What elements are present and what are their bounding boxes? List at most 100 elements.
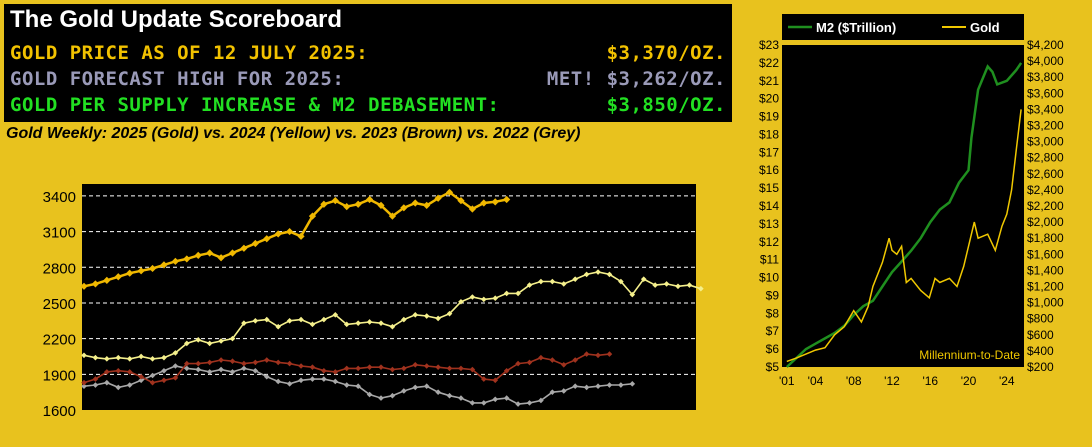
y-right-tick-label: $4,000 [1027,54,1064,68]
data-point-2025 [503,195,511,204]
data-point-2022 [423,383,430,390]
data-point-2025 [183,255,191,263]
data-point-2022 [458,395,464,401]
data-point-2024 [698,285,704,292]
data-point-2023 [492,377,499,384]
data-point-2023 [583,351,590,357]
data-point-2024 [366,319,373,325]
data-point-2024 [469,294,476,300]
weekly-chart-title: Gold Weekly: 2025 (Gold) vs. 2024 (Yello… [6,125,581,142]
data-point-2023 [195,360,202,367]
data-point-2024 [126,356,133,362]
data-point-2024 [401,316,407,323]
data-point-2025 [171,257,179,265]
data-point-2022 [583,384,590,391]
data-point-2022 [332,378,339,385]
data-point-2023 [481,376,487,382]
data-point-2025 [491,198,499,206]
data-point-2022 [401,388,407,394]
forecast-high-value: MET! $3,262/OZ. [546,68,726,90]
y-tick-label: 1600 [43,403,76,420]
data-point-2023 [321,367,327,374]
data-point-2022 [161,367,167,374]
data-point-2022 [366,391,373,398]
data-point-2025 [365,195,374,204]
y-tick-label: 1900 [43,367,76,384]
data-point-2023 [161,377,167,384]
data-point-2025 [194,251,202,259]
data-point-2025 [480,199,488,207]
data-point-2022 [104,379,110,386]
data-point-2024 [263,316,270,323]
y-left-tick-label: $20 [759,92,779,106]
data-point-2023 [572,357,578,363]
plot-area [82,184,696,410]
y-right-tick-label: $1,400 [1027,263,1064,277]
data-point-2024 [298,316,304,323]
y-left-tick-label: $17 [759,145,779,159]
data-point-2023 [366,364,373,370]
x-tick-label: '08 [846,374,862,388]
data-point-2022 [618,382,624,388]
data-point-2024 [538,278,544,285]
data-point-2022 [195,366,202,373]
data-point-2024 [675,283,681,290]
data-point-2023 [412,362,419,368]
data-point-2024 [595,269,601,275]
data-point-2025 [217,254,225,262]
data-point-2025 [297,232,305,240]
data-point-2025 [423,201,431,210]
data-point-2022 [526,400,533,406]
data-point-2022 [549,389,556,395]
data-point-2022 [378,395,384,401]
data-point-2024 [629,291,636,298]
y-right-tick-label: $800 [1027,312,1054,326]
data-point-2024 [195,337,202,343]
scoreboard-board: The Gold Update Scoreboard GOLD PRICE AS… [4,4,732,122]
y-left-tick-label: $14 [759,199,779,213]
supply-debasement-row: GOLD PER SUPPLY INCREASE & M2 DEBASEMENT… [10,94,726,118]
y-left-tick-label: $9 [766,288,780,302]
x-tick-label: '20 [961,374,977,388]
data-point-2025 [126,269,134,277]
data-point-2024 [81,352,87,359]
x-tick-label: '04 [808,374,824,388]
data-point-2025 [160,261,168,269]
data-point-2022 [572,383,578,390]
data-point-2023 [515,360,521,367]
data-point-2025 [457,197,465,205]
data-point-2024 [423,313,430,319]
m2-vs-gold-chart: $5 $6 $7 $8 $9 $10 $11 $12 $13 $14 $15 $16 $17 $18 $19… [740,4,1088,443]
data-point-2024 [104,356,110,362]
data-point-2024 [492,295,499,301]
y-left-tick-label: $15 [759,181,779,195]
data-point-2022 [115,384,122,391]
data-point-2025 [114,273,122,281]
data-point-2024 [481,296,487,303]
series-line-m2 [785,62,1023,368]
data-point-2022 [309,376,316,382]
data-point-2024 [355,320,361,326]
forecast-high-label: GOLD FORECAST HIGH FOR 2025: [10,68,345,90]
data-point-2024 [435,315,441,322]
data-point-2022 [218,366,224,373]
data-point-2024 [218,338,224,344]
data-point-2024 [286,317,293,324]
legend-label-gold: Gold [970,20,1000,35]
data-point-2024 [686,282,693,288]
data-point-2022 [435,389,441,395]
y-left-tick-label: $18 [759,127,779,141]
y-right-tick-label: $1,600 [1027,247,1064,261]
data-point-2024 [412,312,419,318]
data-point-2022 [241,365,247,372]
data-point-2025 [103,276,111,284]
data-point-2024 [184,340,190,347]
data-point-2022 [595,383,601,390]
data-point-2024 [560,281,567,287]
y-right-tick-label: $3,400 [1027,102,1064,116]
data-point-2025 [240,244,248,252]
data-point-2023 [275,359,281,366]
millennium-annotation: Millennium-to-Date [919,348,1020,362]
data-point-2025 [445,188,454,196]
data-point-2024 [229,335,236,342]
